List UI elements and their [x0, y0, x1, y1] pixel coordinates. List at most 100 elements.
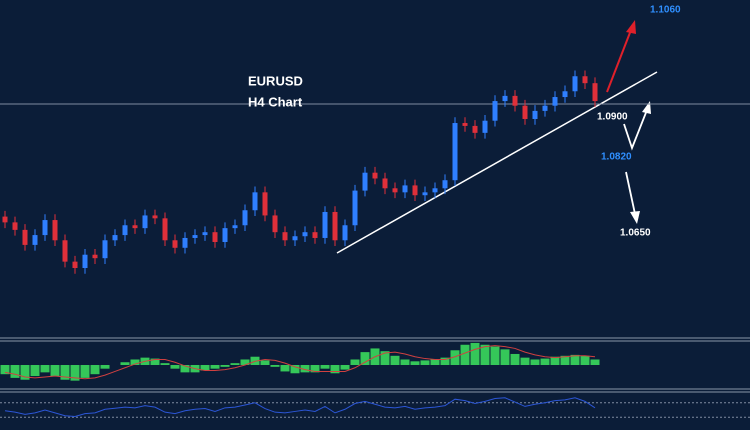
- candle-body: [232, 225, 238, 229]
- histogram-bar: [290, 365, 300, 374]
- candle-body: [542, 105, 548, 111]
- candle-body: [502, 95, 508, 102]
- candle-body: [252, 192, 258, 211]
- histogram-bar: [40, 365, 50, 373]
- chart-title: EURUSD: [248, 73, 303, 88]
- candle-body: [302, 232, 308, 237]
- candle-body: [562, 91, 568, 98]
- candle-body: [132, 225, 138, 229]
- candle-body: [342, 225, 348, 241]
- candle-body: [522, 105, 528, 119]
- candle-body: [352, 190, 358, 226]
- histogram-bar: [10, 365, 20, 378]
- candle-body: [112, 235, 118, 241]
- candle-body: [152, 215, 158, 219]
- histogram-bar: [380, 351, 390, 365]
- candle-body: [432, 188, 438, 193]
- arrow-up-red: [606, 20, 636, 93]
- arrow-down-white: [625, 171, 640, 224]
- histogram-bar: [420, 360, 430, 365]
- histogram-bar: [330, 365, 340, 374]
- candle-body: [322, 211, 328, 238]
- candle-body: [292, 236, 298, 241]
- histogram-bar: [520, 357, 530, 365]
- histogram-bar: [100, 365, 110, 369]
- candle-body: [182, 237, 188, 248]
- histogram-bar: [590, 359, 600, 365]
- candle-body: [102, 240, 108, 259]
- candle-body: [262, 192, 268, 216]
- candle-body: [532, 110, 538, 119]
- candle-body: [22, 229, 28, 245]
- histogram-bar: [210, 365, 220, 369]
- histogram-bar: [350, 359, 360, 365]
- histogram-bar: [150, 358, 160, 365]
- histogram-bar: [30, 365, 40, 377]
- candle-body: [462, 123, 468, 126]
- candle-body: [442, 180, 448, 189]
- histogram-bar: [130, 359, 140, 365]
- candle-body: [192, 235, 198, 238]
- candle-body: [572, 76, 578, 92]
- histogram-bar: [400, 359, 410, 365]
- candle-body: [72, 261, 78, 268]
- candle-body: [272, 215, 278, 233]
- histogram-bar: [170, 365, 180, 369]
- histogram-bar: [500, 349, 510, 365]
- candle-body: [372, 172, 378, 179]
- histogram-bar: [490, 346, 500, 365]
- histogram-bar: [580, 355, 590, 365]
- level-label: 1.0820: [601, 152, 632, 163]
- histogram-bar: [120, 362, 130, 365]
- histogram-bar: [510, 353, 520, 365]
- histogram-bar: [240, 359, 250, 365]
- histogram-bar: [320, 365, 330, 369]
- histogram-bar: [90, 365, 100, 375]
- candle-body: [82, 254, 88, 268]
- candle-body: [512, 95, 518, 106]
- candle-body: [142, 215, 148, 229]
- candle-body: [332, 211, 338, 241]
- histogram-bar: [310, 365, 320, 373]
- histogram-bar: [430, 359, 440, 365]
- histogram-bar: [540, 358, 550, 365]
- histogram-bar: [570, 354, 580, 365]
- histogram-bar: [550, 356, 560, 365]
- histogram-bar: [0, 365, 10, 375]
- histogram-bar: [470, 342, 480, 365]
- candle-body: [162, 218, 168, 241]
- candle-body: [42, 220, 48, 236]
- candle-body: [52, 220, 58, 241]
- histogram-bar: [50, 365, 60, 377]
- histogram-bar: [230, 363, 240, 365]
- histogram-bar: [460, 344, 470, 365]
- candle-body: [212, 232, 218, 243]
- histogram-bar: [280, 365, 290, 372]
- candle-body: [582, 76, 588, 84]
- histogram-bar: [560, 355, 570, 365]
- histogram-bar: [300, 365, 310, 373]
- candle-body: [312, 232, 318, 238]
- histogram-bar: [360, 352, 370, 365]
- histogram-bar: [220, 365, 230, 367]
- candle-body: [412, 185, 418, 196]
- candle-body: [552, 97, 558, 106]
- histogram-bar: [270, 365, 280, 367]
- histogram-bar: [390, 355, 400, 365]
- chart-subtitle: H4 Chart: [248, 94, 303, 109]
- candle-body: [202, 232, 208, 236]
- candle-body: [402, 185, 408, 193]
- histogram-bar: [260, 360, 270, 365]
- histogram-bar: [20, 365, 30, 380]
- indicator-line: [4, 397, 596, 417]
- histogram-bar: [480, 344, 490, 365]
- candle-body: [472, 125, 478, 133]
- candle-body: [482, 120, 488, 133]
- histogram-bar: [60, 365, 70, 380]
- signal-line: [4, 345, 596, 380]
- histogram-bar: [340, 365, 350, 370]
- histogram-bar: [80, 365, 90, 378]
- candle-body: [382, 178, 388, 189]
- candle-body: [12, 222, 18, 230]
